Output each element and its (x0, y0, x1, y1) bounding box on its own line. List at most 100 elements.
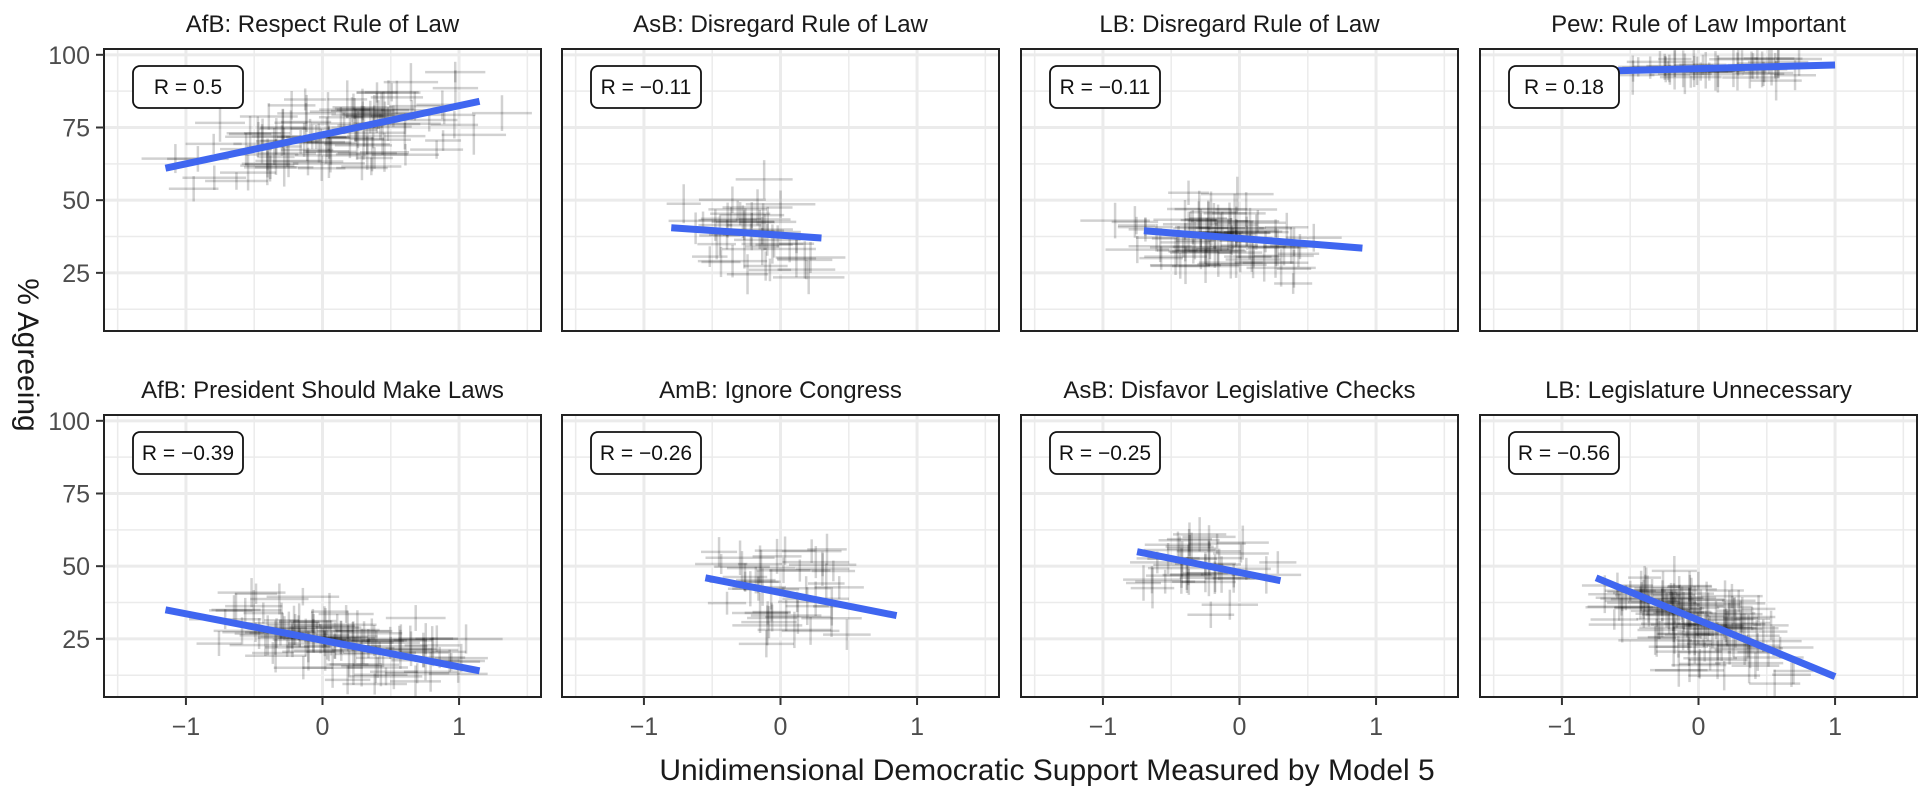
data-point (814, 576, 864, 599)
data-point (1688, 660, 1761, 691)
data-point (182, 165, 247, 190)
data-point (1197, 251, 1240, 277)
x-tick-label: 1 (910, 713, 924, 741)
y-tick-label: 75 (62, 480, 90, 508)
data-point (1657, 53, 1712, 95)
points-layer (1080, 176, 1363, 294)
data-point (1640, 613, 1698, 634)
data-point (1688, 640, 1747, 680)
data-point (1696, 602, 1763, 626)
data-point (1175, 210, 1211, 244)
data-point (1692, 55, 1744, 93)
data-point (1166, 522, 1212, 556)
data-point (811, 560, 856, 582)
fit-line (1143, 227, 1363, 252)
r-label: R = 0.18 (1508, 65, 1620, 109)
data-point (1634, 571, 1692, 605)
data-point (1224, 241, 1280, 272)
data-point (1254, 246, 1314, 266)
r-label-text: R = −0.39 (142, 442, 234, 465)
data-point (393, 625, 428, 655)
data-point (255, 144, 322, 178)
data-point (1215, 192, 1278, 227)
data-point (1675, 592, 1741, 617)
data-point (255, 148, 314, 187)
y-axis-label: % Agreeing (11, 278, 44, 431)
panel-7: R = −0.25 AsB: Disfavor Legislative Check… (1020, 377, 1459, 741)
data-point (788, 553, 857, 577)
data-point (356, 147, 393, 169)
data-point (1252, 228, 1299, 267)
data-point (195, 103, 245, 142)
data-point (1189, 237, 1247, 265)
data-point (1731, 614, 1766, 634)
data-point (752, 602, 791, 622)
data-point (1671, 652, 1727, 678)
data-point (775, 241, 846, 274)
data-point (1677, 589, 1724, 610)
data-point (1657, 617, 1719, 651)
data-point (1651, 555, 1697, 586)
data-point (331, 101, 395, 121)
data-point (777, 259, 836, 280)
data-point (1637, 618, 1677, 657)
data-point (229, 634, 302, 657)
data-point (1173, 208, 1229, 248)
data-point (274, 110, 308, 136)
y-tick-label: 25 (62, 626, 90, 654)
data-point (1747, 49, 1809, 79)
data-point (732, 592, 789, 634)
data-point (342, 673, 407, 695)
data-point (305, 138, 357, 165)
data-point (1588, 606, 1656, 643)
data-point (1080, 202, 1150, 239)
r-label: R = −0.26 (590, 431, 702, 475)
data-point (698, 209, 733, 241)
data-point (1276, 249, 1312, 288)
data-point (384, 122, 426, 150)
data-point (326, 644, 381, 685)
data-point (1668, 574, 1712, 597)
data-point (225, 590, 283, 623)
data-point (292, 611, 332, 632)
data-point (315, 613, 359, 642)
data-point (344, 105, 384, 126)
data-point (1683, 623, 1725, 647)
points-layer (1604, 49, 1836, 101)
data-point (735, 203, 791, 236)
data-point (1170, 236, 1232, 270)
data-point (1168, 239, 1219, 264)
data-point (750, 599, 822, 632)
data-point (1585, 593, 1653, 621)
points-layer (1581, 555, 1837, 697)
data-point (309, 92, 347, 132)
r-label: R = −0.25 (1049, 431, 1161, 475)
data-point (272, 147, 344, 176)
data-point (329, 651, 369, 678)
data-point (1235, 246, 1272, 268)
panel-8: R = −0.56 LB: Legislature Unnecessary −1 0 1 (1479, 377, 1918, 741)
r-label-text: R = −0.11 (1060, 76, 1151, 99)
data-point (807, 563, 845, 604)
data-point (1613, 574, 1678, 612)
data-point (1172, 568, 1206, 595)
data-point (1117, 216, 1156, 235)
data-point (385, 663, 450, 684)
r-label: R = −0.39 (132, 431, 244, 475)
data-point (1139, 246, 1184, 270)
r-label-text: R = −0.56 (1518, 442, 1610, 465)
data-point (1167, 190, 1232, 228)
data-point (1706, 580, 1744, 601)
data-point (1144, 238, 1207, 275)
panel-border (561, 48, 1000, 332)
panel-title: AsB: Disregard Rule of Law (633, 11, 928, 38)
panel-5: R = −0.39 AfB: President Should Make Laws… (48, 377, 542, 741)
panel-title: LB: Legislature Unnecessary (1545, 377, 1852, 404)
data-point (1173, 517, 1227, 552)
data-point (251, 118, 301, 155)
data-point (666, 184, 701, 224)
data-point (336, 155, 388, 181)
data-point (209, 597, 282, 623)
r-label-box (1508, 65, 1620, 109)
data-point (1683, 646, 1737, 671)
